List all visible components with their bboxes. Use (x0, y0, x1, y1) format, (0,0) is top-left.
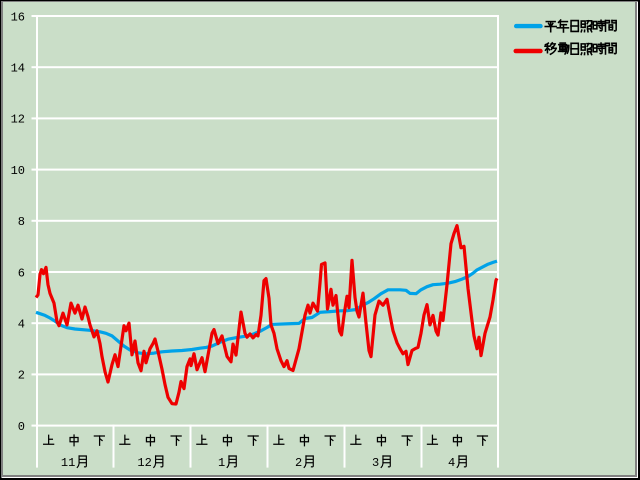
svg-text:16: 16 (11, 10, 25, 24)
svg-text:2: 2 (295, 456, 302, 470)
svg-text:2: 2 (18, 369, 25, 383)
svg-text:1: 1 (218, 456, 225, 470)
svg-text:10: 10 (11, 164, 25, 178)
svg-text:12: 12 (11, 113, 25, 127)
svg-text:12: 12 (137, 456, 151, 470)
svg-text:8: 8 (18, 215, 25, 229)
svg-text:14: 14 (11, 62, 25, 76)
svg-text:3: 3 (372, 456, 379, 470)
svg-text:6: 6 (18, 266, 25, 280)
svg-text:0: 0 (18, 420, 25, 434)
svg-text:4: 4 (448, 456, 455, 470)
svg-text:11: 11 (61, 456, 75, 470)
svg-text:4: 4 (18, 318, 25, 332)
